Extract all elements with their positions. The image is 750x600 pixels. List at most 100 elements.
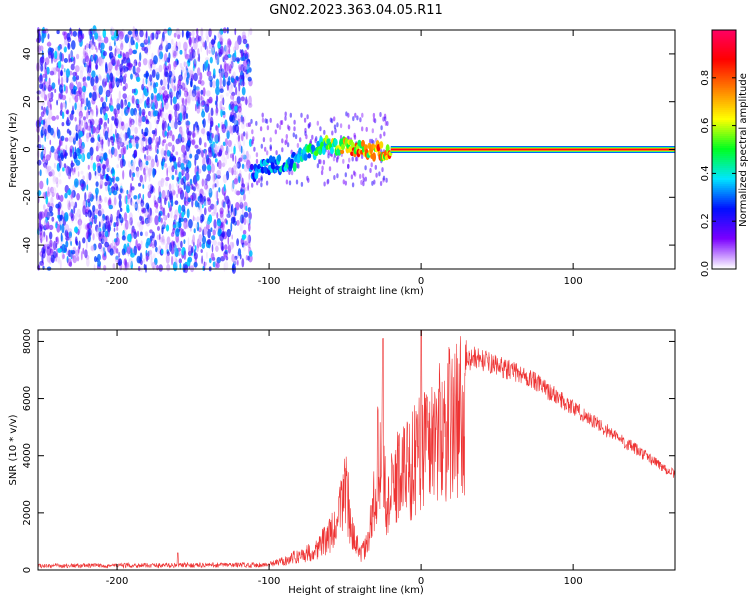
heatmap-cell [184, 218, 187, 225]
heatmap-cell [74, 117, 77, 122]
heatmap-cell [224, 42, 228, 51]
heatmap-cell [171, 46, 176, 52]
heatmap-cell [209, 80, 213, 88]
heatmap-cell [166, 236, 171, 245]
heatmap-cell [43, 204, 46, 211]
heatmap-cell [333, 138, 338, 146]
heatmap-cell [59, 259, 62, 270]
heatmap-cell [100, 144, 104, 152]
heatmap-cell [167, 75, 170, 84]
heatmap-cell [116, 103, 121, 111]
heatmap-cell [183, 90, 189, 98]
colorbar-cell [712, 247, 736, 250]
colorbar-cell [712, 243, 736, 246]
heatmap-cell [193, 39, 199, 44]
heatmap-cell [181, 211, 185, 218]
heatmap-cell [333, 124, 337, 130]
heatmap-cell [98, 117, 103, 126]
heatmap-cell [243, 49, 248, 57]
heatmap-cell [177, 78, 182, 86]
heatmap-cell [110, 93, 112, 103]
heatmap-cell [201, 163, 207, 172]
spectrogram-ylabel: Frequency (Hz) [8, 112, 19, 188]
heatmap-cell [240, 114, 243, 123]
heatmap-cell [55, 177, 59, 185]
heatmap-cell [145, 38, 149, 44]
heatmap-cell [165, 44, 169, 53]
heatmap-cell [168, 57, 170, 64]
heatmap-cell [43, 162, 48, 168]
heatmap-cell [216, 219, 222, 227]
heatmap-cell [193, 261, 198, 268]
colorbar-cell [712, 83, 736, 87]
heatmap-cell [73, 136, 76, 142]
heatmap-cell [86, 112, 90, 118]
heatmap-cell [94, 32, 99, 40]
heatmap-cell [149, 110, 153, 118]
colorbar-cell [712, 131, 736, 135]
colorbar-cell [712, 73, 736, 77]
heatmap-cell [204, 261, 207, 271]
heatmap-cell [326, 179, 329, 185]
heatmap-cell [64, 68, 66, 73]
heatmap-cell [163, 150, 167, 157]
heatmap-cell [94, 256, 97, 263]
heatmap-cell [107, 137, 111, 147]
heatmap-cell [203, 226, 208, 236]
heatmap-cell [80, 119, 83, 127]
heatmap-cell [199, 195, 205, 205]
heatmap-cell [239, 196, 243, 206]
heatmap-cell [50, 196, 54, 206]
heatmap-cell [186, 208, 190, 219]
heatmap-cell [133, 203, 138, 209]
heatmap-cell [145, 218, 151, 227]
heatmap-cell [88, 48, 91, 54]
heatmap-cell [178, 41, 181, 50]
heatmap-cell [238, 175, 241, 184]
heatmap-cell [64, 100, 67, 110]
heatmap-cell [268, 155, 273, 164]
heatmap-cell [216, 174, 221, 179]
heatmap-cell [200, 213, 205, 222]
heatmap-cell [203, 148, 207, 154]
heatmap-cell [194, 223, 198, 229]
heatmap-cell [140, 202, 144, 210]
colorbar-cell [712, 101, 736, 105]
heatmap-cell [151, 130, 156, 135]
heatmap-cell [260, 143, 263, 149]
heatmap-cell [133, 61, 137, 67]
heatmap-cell [179, 49, 183, 55]
heatmap-cell [215, 55, 220, 64]
heatmap-cell [100, 173, 102, 180]
heatmap-cell [118, 134, 121, 140]
heatmap-cell [72, 255, 77, 264]
heatmap-cell [208, 96, 213, 104]
heatmap-cell [110, 26, 114, 36]
heatmap-cell [108, 61, 113, 71]
heatmap-cell [197, 104, 200, 110]
x-tick-label: 100 [564, 576, 583, 587]
heatmap-cell [46, 241, 50, 247]
heatmap-cell [361, 173, 365, 179]
heatmap-cell [382, 116, 385, 122]
heatmap-cell [359, 117, 362, 123]
heatmap-cell [52, 175, 57, 185]
heatmap-cell [120, 108, 124, 117]
heatmap-cell [245, 181, 250, 186]
snr-series-line [37, 329, 676, 569]
heatmap-cell [293, 119, 296, 125]
colorbar-cell [712, 207, 736, 210]
heatmap-cell [46, 253, 51, 263]
heatmap-cell [165, 176, 170, 182]
heatmap-cell [98, 152, 103, 160]
heatmap-cell [109, 248, 114, 256]
heatmap-cell [228, 47, 231, 55]
heatmap-cell [194, 59, 196, 67]
heatmap-cell [216, 190, 219, 201]
heatmap-cell [101, 56, 104, 64]
heatmap-cell [220, 45, 224, 55]
heatmap-cell [178, 258, 182, 264]
heatmap-cell [52, 176, 57, 183]
heatmap-cell [167, 126, 171, 131]
heatmap-cell [193, 57, 197, 65]
